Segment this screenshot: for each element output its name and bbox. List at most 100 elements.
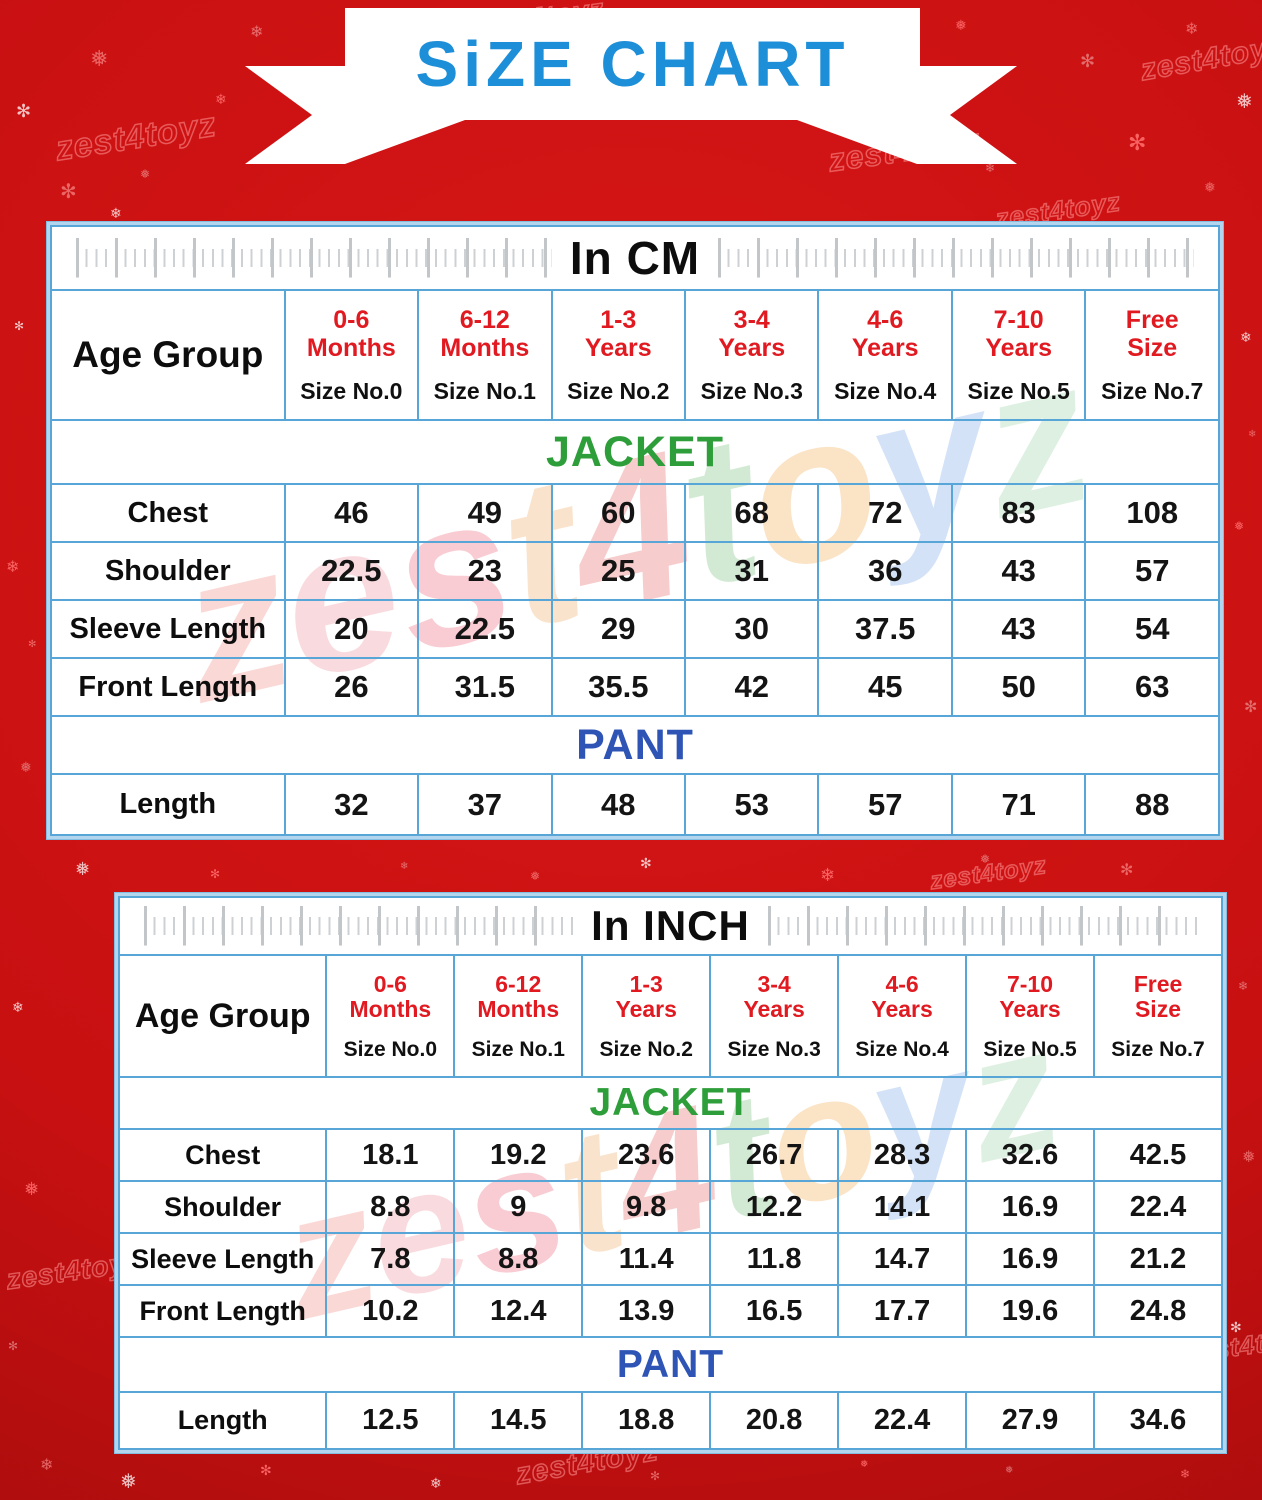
size-value: 108	[1084, 483, 1220, 543]
row-label: Length	[118, 1391, 328, 1450]
size-value: 27.9	[965, 1391, 1095, 1450]
size-value: 14.5	[453, 1391, 584, 1450]
size-number: Size No.0	[343, 1038, 438, 1061]
size-value: 28.3	[837, 1128, 968, 1182]
age-range-top: 1-3	[629, 971, 663, 997]
snowflake-icon: ✻	[1080, 51, 1096, 71]
size-value: 12.2	[709, 1180, 840, 1234]
age-range-top: 4-6	[885, 971, 919, 997]
snowflake-icon: ✻	[210, 867, 221, 881]
size-value: 8.8	[453, 1232, 584, 1286]
snowflake-icon: ❄	[1240, 329, 1252, 345]
size-value: 54	[1084, 599, 1220, 659]
row-label: Sleeve Length	[118, 1232, 328, 1286]
size-value: 29	[550, 599, 687, 659]
size-grid-inch: In INCH Age Group 0-6 Months Size No.0 6-1…	[118, 896, 1223, 1450]
row-label: Front Length	[50, 657, 286, 717]
ruler-ticks-right	[767, 903, 1197, 949]
unit-heading: In CM	[569, 232, 701, 284]
column-header: 0-6 Months Size No.0	[325, 954, 456, 1078]
age-range-top: 0-6	[333, 306, 370, 334]
size-number: Size No.3	[700, 378, 803, 404]
age-range-top: 1-3	[600, 306, 637, 334]
size-value: 43	[950, 599, 1087, 659]
pant-section-header: PANT	[118, 1336, 1223, 1393]
age-range-top: 6-12	[459, 306, 510, 334]
size-value: 42.5	[1092, 1128, 1223, 1182]
size-value: 19.6	[965, 1284, 1095, 1338]
age-group-header: Age Group	[50, 289, 286, 421]
size-value: 63	[1084, 657, 1220, 717]
row-label: Chest	[118, 1128, 328, 1182]
snowflake-icon: ❅	[140, 167, 151, 181]
size-value: 14.1	[837, 1180, 968, 1234]
size-value: 57	[817, 773, 953, 836]
size-value: 60	[550, 483, 687, 543]
size-value: 48	[550, 773, 687, 836]
size-number: Size No.2	[599, 1038, 693, 1061]
size-value: 36	[817, 541, 953, 601]
snowflake-icon: ❄	[1180, 1467, 1191, 1481]
size-value: 31.5	[417, 657, 553, 717]
size-value: 46	[283, 483, 420, 543]
snowflake-icon: ❄	[1248, 429, 1257, 440]
size-value: 14.7	[837, 1232, 968, 1286]
snowflake-icon: ❅	[1242, 1149, 1256, 1166]
size-value: 57	[1084, 541, 1220, 601]
size-value: 68	[684, 483, 820, 543]
size-value: 83	[950, 483, 1087, 543]
snowflake-icon: ❄	[400, 861, 409, 872]
age-range-top: 3-4	[733, 306, 770, 334]
size-value: 34.6	[1092, 1391, 1223, 1450]
snowflake-icon: ✻	[1128, 130, 1147, 155]
size-value: 24.8	[1092, 1284, 1223, 1338]
age-range-bottom: Months	[349, 996, 432, 1023]
size-value: 49	[417, 483, 553, 543]
size-number: Size No.1	[471, 1038, 565, 1061]
row-label: Shoulder	[50, 541, 286, 601]
size-number: Size No.5	[983, 1038, 1077, 1061]
size-value: 7.8	[325, 1232, 456, 1286]
size-value: 12.4	[453, 1284, 584, 1338]
snowflake-icon: ✻	[1230, 1319, 1242, 1335]
snowflake-icon: ❄	[985, 161, 996, 175]
ribbon-graphic	[245, 8, 1017, 164]
size-value: 30	[684, 599, 820, 659]
column-header: 7-10 Years Size No.5	[965, 954, 1095, 1078]
size-value: 22.5	[417, 599, 553, 659]
size-value: 22.5	[283, 541, 420, 601]
size-value: 12.5	[325, 1391, 456, 1450]
size-chart-banner: SiZE CHART	[0, 0, 1262, 200]
age-range-top: 7-10	[993, 306, 1044, 334]
age-range-bottom: Years	[985, 333, 1053, 362]
column-header: 4-6 Years Size No.4	[837, 954, 968, 1078]
banner-title: SiZE CHART	[415, 28, 850, 100]
snowflake-icon: ❄	[40, 1457, 54, 1474]
size-value: 32	[283, 773, 420, 836]
size-value: 31	[684, 541, 820, 601]
age-range-bottom: Years	[999, 996, 1061, 1023]
size-number: Size No.0	[300, 378, 403, 404]
age-range-bottom: Months	[440, 333, 530, 362]
snowflake-icon: ❄	[12, 999, 24, 1015]
size-value: 20	[283, 599, 420, 659]
snowflake-icon: ❅	[75, 859, 91, 879]
snowflake-icon: ✻	[260, 1462, 272, 1478]
size-value: 10.2	[325, 1284, 456, 1338]
column-header: Free Size Size No.7	[1092, 954, 1223, 1078]
snowflake-icon: ✻	[1244, 699, 1258, 716]
size-value: 8.8	[325, 1180, 456, 1234]
snowflake-icon: ❅	[1005, 1465, 1014, 1476]
age-range-bottom: Size	[1134, 996, 1181, 1023]
row-label: Front Length	[118, 1284, 328, 1338]
row-label: Chest	[50, 483, 286, 543]
snowflake-icon: ✻	[640, 855, 652, 871]
column-header: 4-6 Years Size No.4	[817, 289, 953, 421]
row-label: Shoulder	[118, 1180, 328, 1234]
row-label: Length	[50, 773, 286, 836]
size-value: 53	[684, 773, 820, 836]
snowflake-icon: ❅	[24, 1179, 40, 1199]
